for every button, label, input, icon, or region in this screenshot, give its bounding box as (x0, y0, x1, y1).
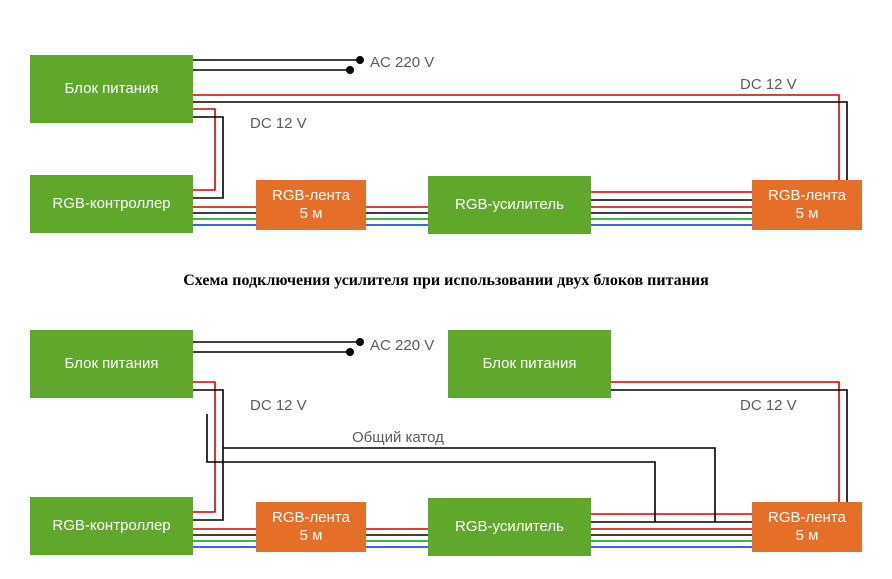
box-label: RGB-лента 5 м (768, 509, 846, 545)
ac-label: AC 220 V (370, 337, 434, 354)
box-label: RGB-усилитель (455, 518, 564, 536)
box-label: RGB-лента 5 м (768, 187, 846, 223)
box-label: Блок питания (65, 355, 159, 373)
power-supply-block: Блок питания (30, 55, 193, 123)
power-supply-block-2: Блок питания (448, 330, 611, 398)
rgb-strip-block-2: RGB-лента 5 м (752, 180, 862, 230)
ac-label: AC 220 V (370, 54, 434, 71)
box-label: RGB-лента 5 м (272, 187, 350, 223)
dc-label-left: DC 12 V (250, 397, 307, 414)
box-label: RGB-усилитель (455, 196, 564, 214)
rgb-strip-block-2: RGB-лента 5 м (752, 502, 862, 552)
rgb-amplifier-block: RGB-усилитель (428, 176, 591, 234)
diagram-single-psu: Блок питания RGB-контроллер RGB-лента 5 … (0, 0, 892, 250)
box-label: Блок питания (483, 355, 577, 373)
box-label: RGB-контроллер (52, 195, 170, 213)
common-cathode-label: Общий катод (352, 429, 444, 446)
rgb-strip-block-1: RGB-лента 5 м (256, 502, 366, 552)
dc-label-right: DC 12 V (740, 76, 797, 93)
box-label: Блок питания (65, 80, 159, 98)
dc-label-right: DC 12 V (740, 397, 797, 414)
box-label: RGB-лента 5 м (272, 509, 350, 545)
diagram-dual-psu: Блок питания Блок питания RGB-контроллер… (0, 302, 892, 579)
dc-label-left: DC 12 V (250, 115, 307, 132)
box-label: RGB-контроллер (52, 517, 170, 535)
power-supply-block-1: Блок питания (30, 330, 193, 398)
diagram-caption: Схема подключения усилителя при использо… (0, 272, 892, 290)
rgb-amplifier-block: RGB-усилитель (428, 498, 591, 556)
rgb-controller-block: RGB-контроллер (30, 497, 193, 555)
rgb-controller-block: RGB-контроллер (30, 175, 193, 233)
rgb-strip-block-1: RGB-лента 5 м (256, 180, 366, 230)
